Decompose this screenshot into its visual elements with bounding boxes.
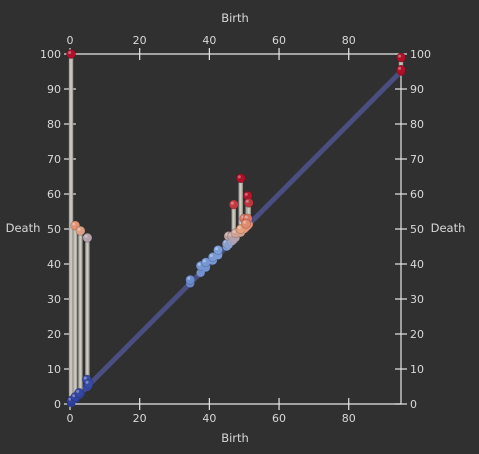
y-tick-label-left: 70 bbox=[47, 153, 61, 166]
y-tick-label-right: 90 bbox=[410, 83, 424, 96]
death-point bbox=[228, 199, 239, 210]
y-tick-label-left: 50 bbox=[47, 223, 61, 236]
y-tick-label-right: 40 bbox=[410, 258, 424, 271]
y-tick-label-left: 100 bbox=[40, 48, 61, 61]
y-tick-label-right: 80 bbox=[410, 118, 424, 131]
death-point bbox=[75, 225, 86, 236]
point-highlight bbox=[215, 247, 219, 251]
point-highlight bbox=[68, 51, 72, 55]
y-tick-label-left: 90 bbox=[47, 83, 61, 96]
x-tick-label-bottom: 0 bbox=[67, 412, 74, 425]
point-highlight bbox=[398, 66, 402, 70]
persistence-bar bbox=[231, 204, 236, 240]
point-highlight bbox=[85, 380, 89, 384]
persistence-bar bbox=[78, 230, 83, 394]
point-highlight bbox=[77, 227, 81, 231]
x-axis-title-bottom: Birth bbox=[221, 431, 249, 445]
death-point bbox=[241, 218, 251, 229]
x-tick-label-bottom: 80 bbox=[342, 412, 356, 425]
point-highlight bbox=[202, 259, 206, 263]
x-tick-label-top: 20 bbox=[133, 34, 147, 47]
y-tick-label-left: 0 bbox=[54, 398, 61, 411]
death-point bbox=[396, 52, 406, 63]
data-points bbox=[66, 49, 406, 408]
y-axis-title-right: Death bbox=[431, 221, 466, 235]
y-tick-label-right: 50 bbox=[410, 223, 424, 236]
y-tick-label-left: 40 bbox=[47, 258, 61, 271]
point-highlight bbox=[398, 54, 402, 58]
point-highlight bbox=[237, 175, 241, 179]
x-tick-label-top: 60 bbox=[272, 34, 286, 47]
death-point bbox=[83, 378, 94, 389]
y-tick-label-left: 20 bbox=[47, 328, 61, 341]
persistence-bar bbox=[68, 54, 74, 403]
birth-point bbox=[196, 268, 205, 277]
y-axis-title-left: Death bbox=[6, 221, 41, 235]
death-point bbox=[243, 197, 254, 208]
point-highlight bbox=[83, 376, 87, 380]
point-highlight bbox=[72, 222, 76, 226]
x-tick-label-bottom: 60 bbox=[272, 412, 286, 425]
x-tick-label-top: 80 bbox=[342, 34, 356, 47]
point-highlight bbox=[243, 220, 247, 224]
persistence-bar bbox=[238, 178, 243, 233]
y-tick-label-right: 70 bbox=[410, 153, 424, 166]
x-tick-label-bottom: 40 bbox=[202, 412, 216, 425]
y-tick-label-left: 10 bbox=[47, 363, 61, 376]
point-highlight bbox=[237, 226, 241, 230]
y-tick-label-right: 100 bbox=[410, 48, 431, 61]
point-highlight bbox=[245, 199, 249, 203]
point-highlight bbox=[68, 397, 72, 401]
point-highlight bbox=[230, 201, 234, 205]
point-highlight bbox=[209, 254, 213, 258]
death-point bbox=[185, 274, 196, 285]
death-point bbox=[213, 245, 223, 255]
death-point bbox=[396, 64, 406, 75]
y-tick-label-right: 30 bbox=[410, 293, 424, 306]
persistence-bar bbox=[398, 57, 404, 72]
x-axis-title-top: Birth bbox=[221, 11, 249, 25]
x-tick-label-bottom: 20 bbox=[133, 412, 147, 425]
point-highlight bbox=[197, 262, 201, 266]
y-tick-label-left: 80 bbox=[47, 118, 61, 131]
y-tick-label-left: 30 bbox=[47, 293, 61, 306]
persistence-bar bbox=[73, 225, 78, 399]
point-highlight bbox=[232, 230, 236, 234]
y-tick-label-right: 0 bbox=[410, 398, 417, 411]
y-tick-label-right: 20 bbox=[410, 328, 424, 341]
x-tick-label-top: 0 bbox=[67, 34, 74, 47]
point-highlight bbox=[244, 215, 248, 219]
x-tick-label-top: 40 bbox=[202, 34, 216, 47]
death-point bbox=[235, 173, 246, 184]
axis-titles: Birth Birth Death Death bbox=[6, 11, 466, 445]
point-highlight bbox=[187, 276, 191, 280]
y-tick-label-right: 10 bbox=[410, 363, 424, 376]
death-point bbox=[74, 387, 84, 398]
point-highlight bbox=[84, 234, 88, 238]
persistence-bar bbox=[85, 237, 90, 387]
point-highlight bbox=[76, 389, 80, 393]
persistence-bar bbox=[246, 202, 251, 225]
y-tick-label-right: 60 bbox=[410, 188, 424, 201]
point-highlight bbox=[72, 394, 76, 398]
death-point bbox=[66, 49, 76, 59]
death-point bbox=[82, 232, 93, 243]
point-highlight bbox=[244, 192, 248, 196]
y-tick-label-left: 60 bbox=[47, 188, 61, 201]
